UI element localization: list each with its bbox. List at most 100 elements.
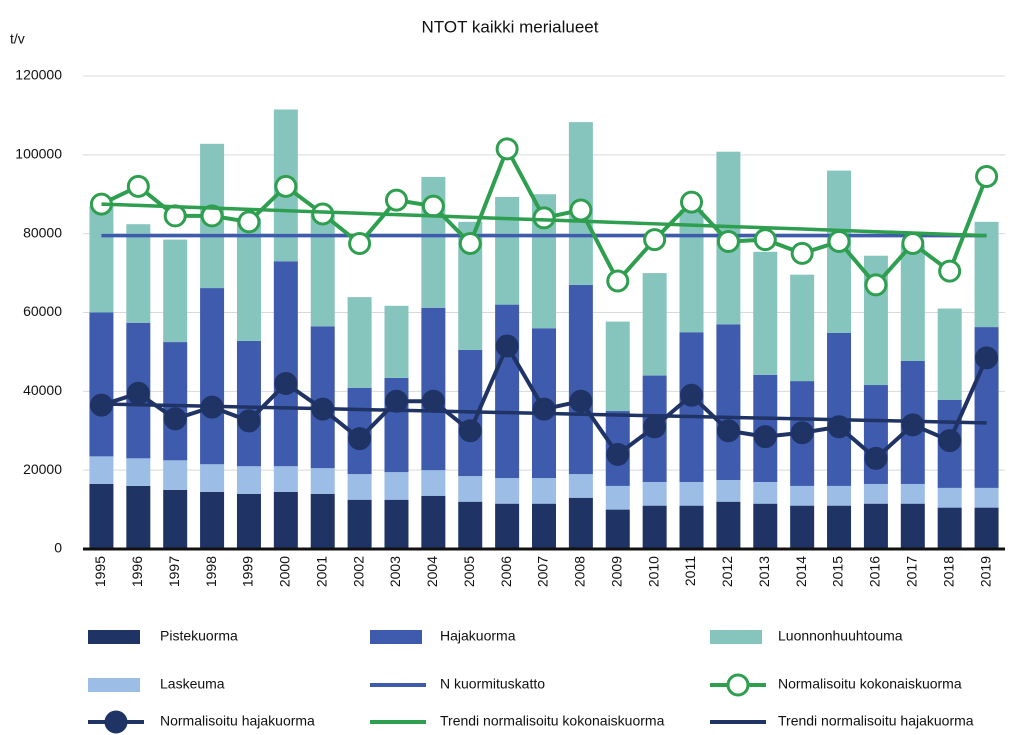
bar bbox=[310, 493, 335, 549]
bar bbox=[273, 491, 298, 549]
bar bbox=[421, 495, 446, 549]
marker bbox=[901, 413, 925, 437]
bar bbox=[495, 197, 520, 305]
legend-label: N kuormituskatto bbox=[440, 676, 545, 692]
marker bbox=[569, 198, 593, 222]
bar bbox=[753, 251, 778, 375]
x-tick-label: 2011 bbox=[682, 556, 698, 586]
marker bbox=[680, 383, 704, 407]
bar bbox=[163, 342, 188, 461]
bar bbox=[495, 304, 520, 479]
x-tick-label: 2013 bbox=[756, 556, 772, 587]
bar bbox=[679, 481, 704, 506]
marker bbox=[163, 407, 187, 431]
marker bbox=[495, 137, 519, 161]
bar bbox=[679, 210, 704, 333]
bar bbox=[458, 476, 483, 502]
bar bbox=[827, 505, 852, 549]
legend-label: Hajakuorma bbox=[440, 628, 516, 644]
bar bbox=[458, 501, 483, 549]
x-tick-label: 2001 bbox=[313, 556, 329, 587]
bar bbox=[236, 218, 261, 341]
marker bbox=[643, 228, 667, 252]
marker bbox=[716, 230, 740, 254]
marker bbox=[421, 389, 445, 413]
x-tick-label: 2016 bbox=[867, 556, 883, 587]
bar bbox=[236, 493, 261, 549]
bar bbox=[532, 478, 556, 504]
y-tick-label: 20000 bbox=[23, 461, 62, 477]
marker bbox=[348, 427, 372, 451]
bar bbox=[347, 474, 372, 500]
y-tick-label: 100000 bbox=[15, 146, 62, 162]
bar bbox=[642, 505, 667, 549]
bar bbox=[273, 261, 298, 467]
marker bbox=[790, 241, 814, 265]
x-tick-label: 2014 bbox=[793, 556, 809, 587]
x-tick-label: 1997 bbox=[166, 556, 182, 587]
bar bbox=[532, 503, 556, 549]
bar bbox=[790, 485, 815, 506]
bar bbox=[605, 485, 630, 510]
marker bbox=[680, 190, 704, 214]
legend-label: Trendi normalisoitu kokonaiskuorma bbox=[440, 713, 665, 729]
x-tick-label: 1999 bbox=[240, 556, 256, 587]
marker bbox=[864, 273, 888, 297]
bar bbox=[974, 221, 999, 328]
bar bbox=[827, 332, 852, 486]
marker bbox=[606, 269, 630, 293]
bar bbox=[642, 273, 667, 376]
bar bbox=[790, 505, 815, 549]
marker bbox=[384, 188, 408, 212]
bar bbox=[163, 239, 188, 343]
legend-label: Pistekuorma bbox=[160, 628, 238, 644]
marker bbox=[163, 204, 187, 228]
bar bbox=[200, 464, 225, 492]
bar bbox=[236, 466, 261, 494]
bar bbox=[716, 501, 741, 549]
bar bbox=[384, 499, 409, 549]
marker bbox=[458, 232, 482, 256]
marker bbox=[827, 230, 851, 254]
bar bbox=[347, 499, 372, 549]
legend-label: Normalisoitu hajakuorma bbox=[160, 713, 315, 729]
line bbox=[101, 402, 987, 425]
marker bbox=[753, 425, 777, 449]
legend-label: Laskeuma bbox=[160, 676, 225, 692]
bar bbox=[421, 307, 446, 471]
marker bbox=[495, 334, 519, 358]
bar bbox=[790, 274, 815, 382]
legend-marker bbox=[726, 673, 750, 697]
bar bbox=[679, 505, 704, 549]
x-tick-label: 2004 bbox=[424, 556, 440, 587]
marker bbox=[384, 389, 408, 413]
x-tick-label: 2005 bbox=[461, 556, 477, 587]
x-tick-label: 2010 bbox=[645, 556, 661, 587]
bar bbox=[716, 480, 741, 502]
bar bbox=[827, 485, 852, 506]
bar bbox=[89, 312, 114, 457]
bar bbox=[605, 509, 630, 549]
bar bbox=[126, 224, 151, 323]
bar bbox=[273, 466, 298, 492]
legend-label: Normalisoitu kokonaiskuorma bbox=[778, 676, 962, 692]
bar bbox=[679, 332, 704, 482]
bar bbox=[236, 340, 261, 467]
y-tick-label: 40000 bbox=[23, 382, 62, 398]
legend-swatch bbox=[370, 630, 422, 644]
bar bbox=[937, 308, 962, 401]
y-axis-label: t/v bbox=[10, 31, 25, 47]
marker bbox=[532, 397, 556, 421]
bar bbox=[347, 297, 372, 388]
marker bbox=[606, 442, 630, 466]
bar bbox=[310, 214, 335, 327]
x-tick-label: 2003 bbox=[387, 556, 403, 587]
bar bbox=[89, 206, 114, 313]
bar bbox=[605, 321, 630, 412]
bar bbox=[163, 460, 188, 490]
legend-label: Luonnonhuuhtouma bbox=[778, 628, 903, 644]
bar bbox=[716, 324, 741, 481]
bar bbox=[937, 507, 962, 549]
marker bbox=[348, 232, 372, 256]
bar bbox=[89, 483, 114, 549]
